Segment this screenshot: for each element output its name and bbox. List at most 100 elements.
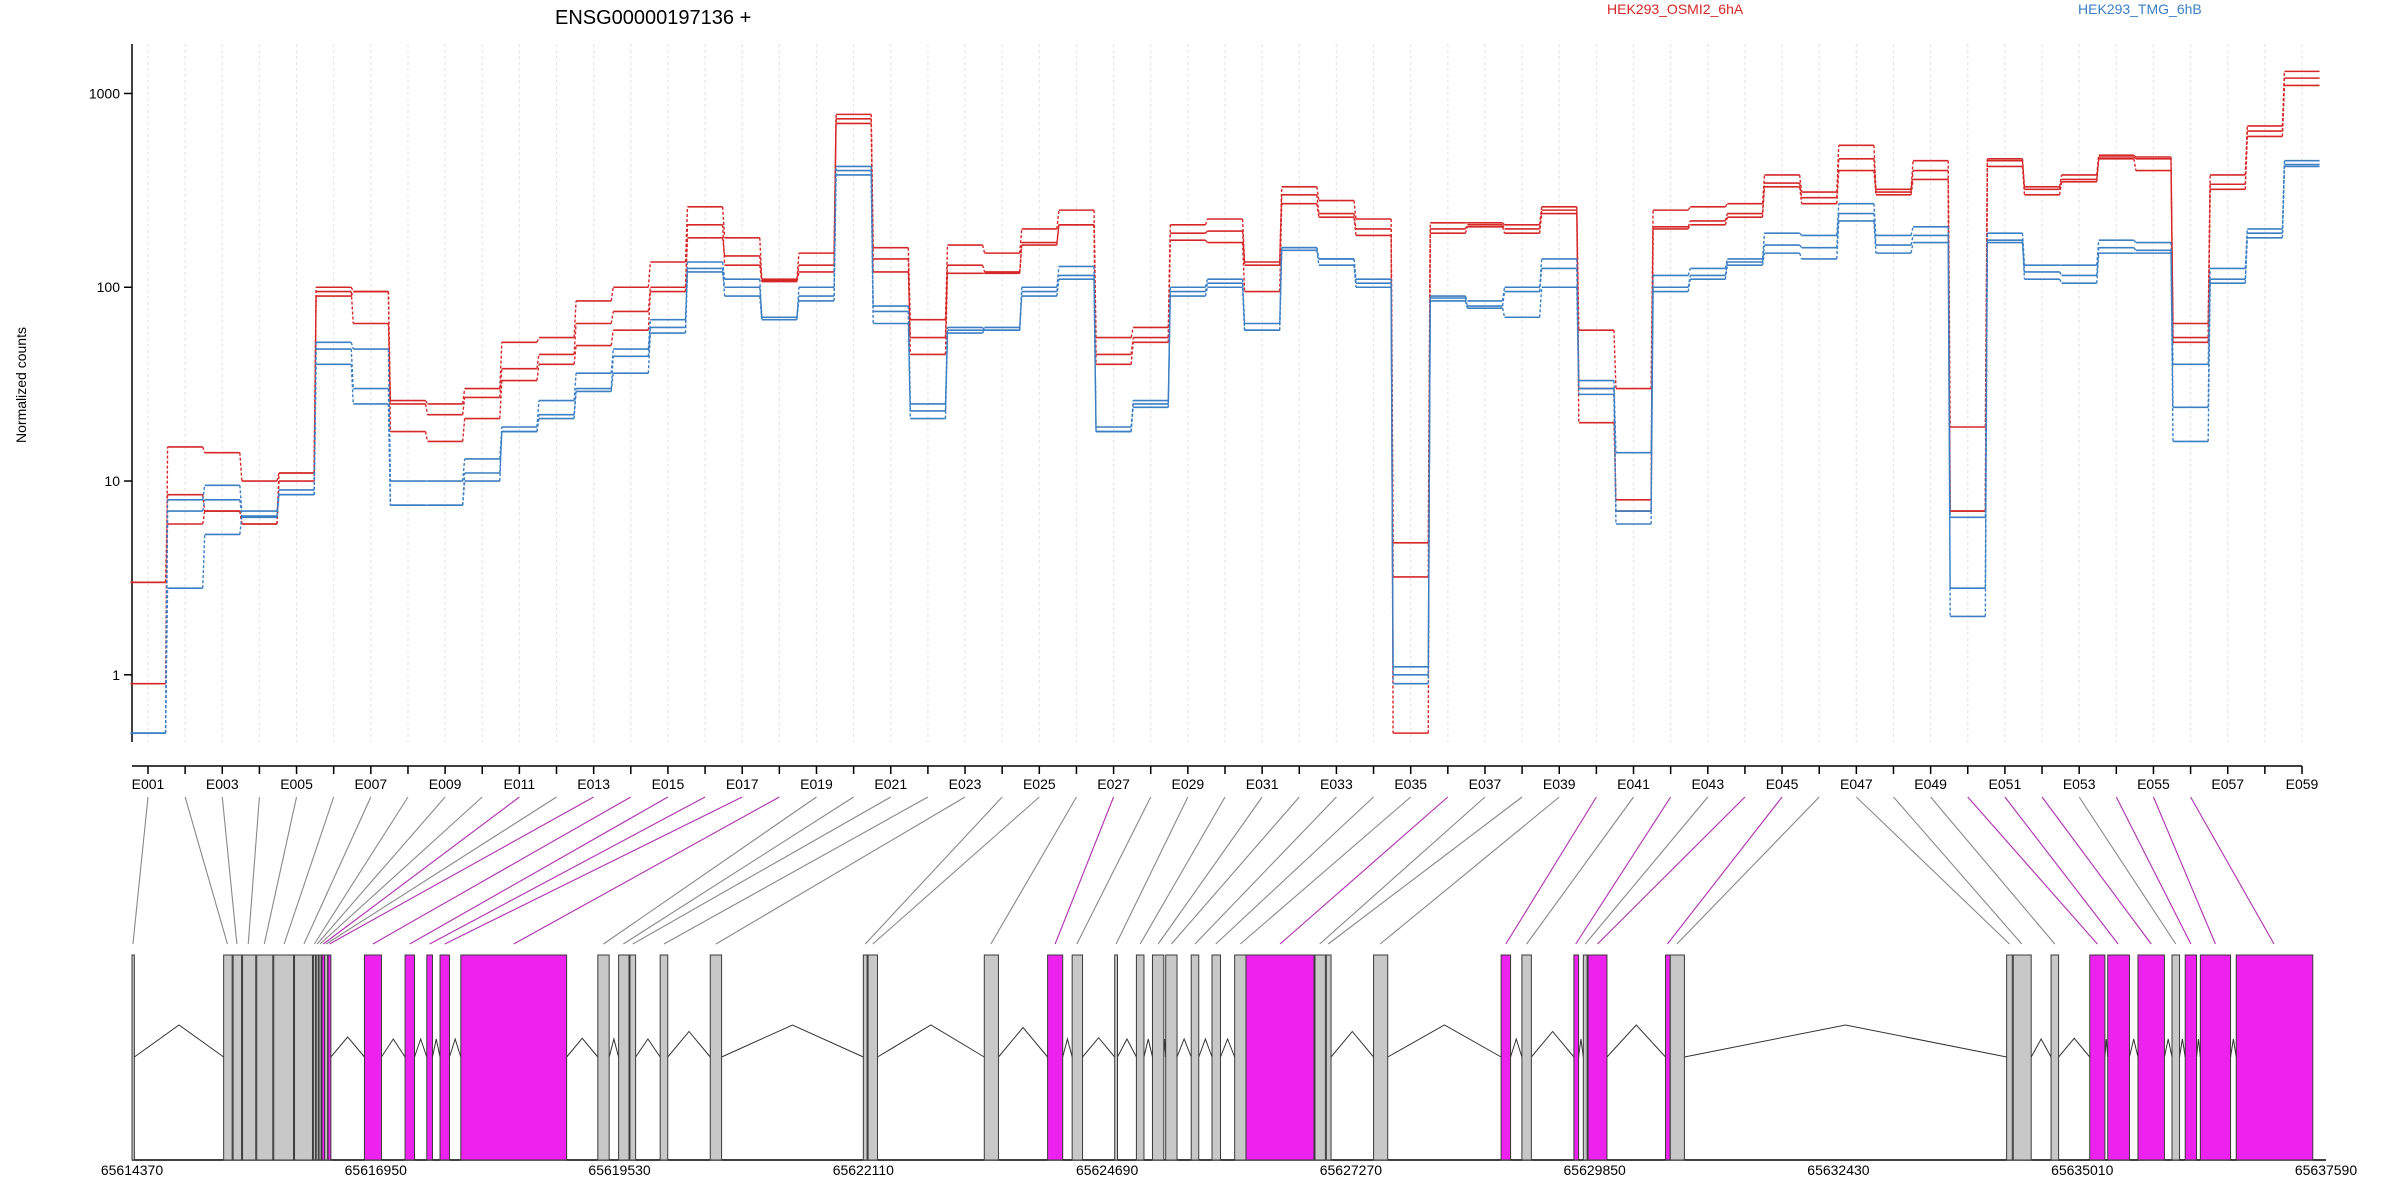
step-connector [1724, 203, 1728, 208]
step-connector [2133, 239, 2137, 244]
step-connector [573, 345, 577, 365]
step-connector [1167, 233, 1171, 343]
step-connector [2170, 158, 2174, 343]
step-connector [1501, 226, 1506, 234]
step-connector [461, 397, 466, 415]
step-connector [2170, 253, 2174, 442]
intron-line [1198, 1037, 1213, 1058]
connector-line [132, 796, 149, 945]
step-connector [164, 446, 169, 684]
connector-line [1157, 796, 1263, 945]
vertical-grid [147, 44, 2303, 742]
x-tick-label: E039 [1543, 776, 1576, 792]
step-connector [2207, 184, 2211, 343]
genomic-tick-label: 65627270 [1320, 1162, 1383, 1178]
step-connector [1873, 213, 1877, 246]
step-connector [647, 261, 652, 288]
step-connector [1761, 233, 1766, 259]
intron-line [1330, 1030, 1374, 1058]
connector-line [623, 796, 854, 945]
step-connector [759, 237, 763, 280]
exon-box [1234, 954, 1247, 1161]
step-connector [1464, 224, 1469, 230]
x-tick-label: E031 [1246, 776, 1279, 792]
step-connector [276, 472, 280, 482]
intron-line [431, 1038, 441, 1058]
exon-boxes [131, 954, 2314, 1161]
step-connector [2058, 174, 2063, 187]
step-connector [461, 458, 466, 482]
step-connector [1724, 265, 1729, 280]
intron-line [877, 1024, 985, 1058]
step-connector [2244, 237, 2248, 284]
step-connector [1576, 268, 1580, 389]
connector-line [1215, 796, 1374, 945]
exon-box-magenta [426, 954, 433, 1161]
exon-box [1114, 954, 1119, 1161]
step-connector [1836, 158, 1840, 198]
step-connector [573, 391, 577, 419]
step-connector [2170, 170, 2174, 338]
series-osmi2-2 [130, 77, 2320, 584]
step-connector [1687, 206, 1691, 211]
connector-line [409, 796, 669, 945]
genomic-tick-label: 65635010 [2051, 1162, 2114, 1178]
step-connector [1613, 330, 1617, 389]
exon-box-magenta [1573, 954, 1580, 1161]
legend-entry-osmi2: HEK293_OSMI2_6hA [1607, 1, 1744, 17]
connector-line [329, 796, 594, 945]
connector-line [1526, 796, 1634, 945]
step-connector [424, 400, 429, 405]
connector-line [632, 796, 892, 945]
step-connector [610, 287, 614, 302]
connector-line [184, 796, 228, 945]
series-tmg-5 [130, 163, 2320, 734]
exon-box [1190, 954, 1200, 1161]
exon-box [1165, 954, 1178, 1161]
intron-line [1117, 1037, 1137, 1058]
step-connector [1316, 186, 1320, 201]
intron-line [134, 1024, 224, 1058]
x-tick-label: E027 [1097, 776, 1130, 792]
series-tmg-4 [130, 165, 2320, 734]
step-connector [1502, 222, 1506, 226]
exon-box [2171, 954, 2181, 1161]
step-connector [202, 534, 206, 589]
exon-box [1211, 954, 1221, 1161]
intron-line [1510, 1037, 1523, 1058]
step-connector [1761, 182, 1766, 214]
exon-box [131, 954, 135, 1161]
step-connector [424, 431, 429, 442]
exon-box [2050, 954, 2060, 1161]
step-connector [610, 330, 614, 346]
connector-line [313, 796, 409, 945]
step-connector [1130, 327, 1134, 338]
connector-line [325, 796, 557, 945]
step-connector [1241, 242, 1246, 292]
exon-box [983, 954, 999, 1161]
series-lines [130, 70, 2320, 734]
exon-box-magenta [1587, 954, 1608, 1161]
step-connector [499, 380, 503, 419]
step-connector [202, 485, 206, 500]
step-connector [573, 300, 577, 338]
step-connector [1167, 291, 1171, 408]
step-connector [1947, 235, 1951, 589]
step-connector [1019, 291, 1023, 331]
step-connector [202, 499, 206, 512]
step-connector [1798, 182, 1803, 198]
step-connector [1427, 228, 1431, 577]
x-tick-label: E001 [132, 776, 165, 792]
intron-line [635, 1038, 661, 1058]
step-connector [202, 510, 206, 525]
step-connector [981, 264, 986, 273]
exon-box-magenta [439, 954, 450, 1161]
genomic-tick-label: 65622110 [833, 1162, 894, 1178]
step-connector [1910, 242, 1914, 254]
step-connector [1910, 179, 1914, 195]
step-connector [1984, 242, 1989, 617]
exon-box [1373, 954, 1389, 1161]
step-connector [1687, 220, 1691, 228]
step-connector [1873, 145, 1877, 190]
intron-lines [134, 1024, 2237, 1058]
